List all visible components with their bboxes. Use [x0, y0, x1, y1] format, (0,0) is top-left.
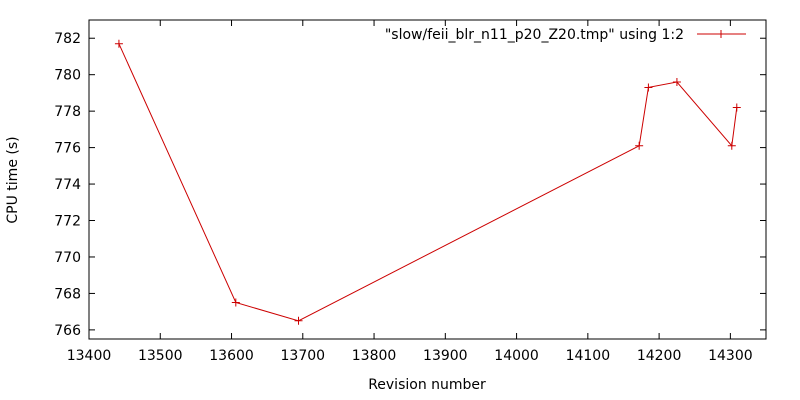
- legend-marker-plus: [717, 30, 725, 38]
- y-tick-label: 782: [54, 31, 81, 47]
- x-tick-label: 13600: [209, 348, 254, 364]
- data-point-marker: [231, 298, 240, 307]
- y-axis-ticks: 766 768 770 772 774 776 778 780 782: [54, 31, 766, 339]
- legend: "slow/feii_blr_n11_p20_Z20.tmp" using 1:…: [385, 27, 746, 43]
- y-tick-label: 778: [54, 104, 81, 120]
- y-tick-label: 766: [54, 323, 81, 339]
- y-axis-label: CPU time (s): [5, 136, 21, 223]
- x-tick-label: 13400: [67, 348, 112, 364]
- data-point-marker: [635, 141, 644, 150]
- x-tick-label: 14100: [566, 348, 611, 364]
- data-point-marker: [732, 103, 741, 112]
- data-point-marker: [672, 77, 681, 86]
- data-point-marker: [114, 39, 123, 48]
- y-tick-label: 780: [54, 68, 81, 84]
- x-tick-label: 14200: [637, 348, 682, 364]
- y-tick-label: 772: [54, 214, 81, 230]
- legend-marker: [717, 30, 725, 38]
- x-tick-label: 14300: [708, 348, 753, 364]
- x-tick-label: 13500: [138, 348, 183, 364]
- x-axis-label: Revision number: [368, 377, 486, 393]
- y-tick-label: 776: [54, 141, 81, 157]
- x-tick-label: 13900: [423, 348, 468, 364]
- x-tick-label: 14000: [494, 348, 539, 364]
- data-point-marker: [644, 83, 653, 92]
- legend-label: "slow/feii_blr_n11_p20_Z20.tmp" using 1:…: [385, 27, 684, 43]
- y-tick-label: 770: [54, 250, 81, 266]
- x-axis-ticks: 13400 13500 13600 13700 13800 13900 14000 14100…: [67, 20, 753, 364]
- x-tick-label: 13800: [352, 348, 397, 364]
- plot-frame: [88, 19, 767, 340]
- data-point-marker: [294, 316, 303, 325]
- data-point-marker: [727, 141, 736, 150]
- x-tick-label: 13700: [281, 348, 326, 364]
- series-group: [114, 39, 741, 325]
- y-tick-label: 768: [54, 286, 81, 302]
- y-tick-label: 774: [54, 177, 81, 193]
- series-line: [118, 43, 738, 322]
